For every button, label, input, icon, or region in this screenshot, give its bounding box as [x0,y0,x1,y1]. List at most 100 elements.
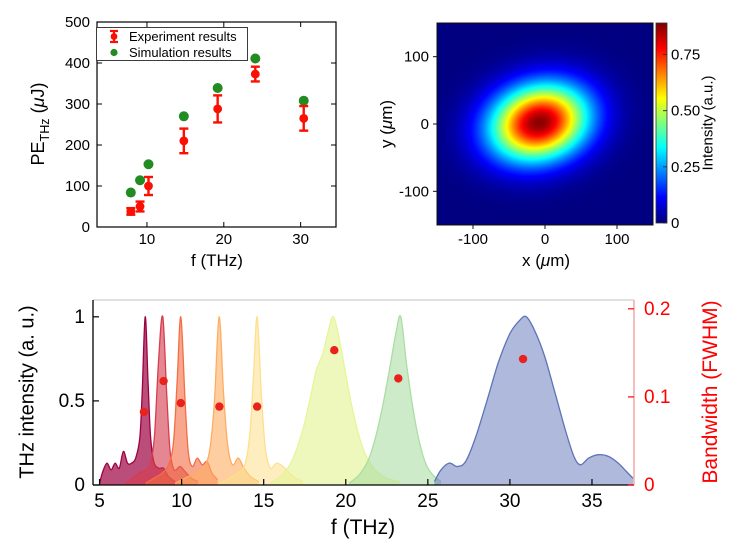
spectra-ylabel-left-text: THz intensity (a. u.) [16,305,39,479]
scatter-y-axis-label: PETHz (μJ) [28,83,52,166]
spectra-ylabel-right-text: Bandwidth (FWHM) [699,300,722,484]
spectra-right-y-tick-label: 0 [644,475,655,496]
scatter-y-tick-label: 100 [65,178,90,195]
bandwidth-data-point [394,374,403,383]
dot-marker-icon [110,48,118,56]
data-point-simulation [212,83,223,94]
scatter-x-tick-label: 10 [139,231,156,248]
spectrum-curve [348,315,442,484]
scatter-ylabel-post-unit: J) [28,82,49,98]
mu-symbol: μ [540,251,551,270]
spectra-x-tick-label: 35 [581,491,602,512]
heat-xlabel-pre: x ( [521,251,541,270]
spectra-right-y-axis-label: Bandwidth (FWHM) [699,300,723,483]
legend-entry-simulation: Simulation results [106,45,247,60]
scatter-ylabel-subscript: THz [37,118,52,142]
colorbar [656,23,667,223]
heatmap-border [436,22,654,226]
bandwidth-data-point [215,402,224,411]
data-point-simulation [250,53,261,64]
data-point-experiment [179,136,189,146]
heatmap-x-tick-label: 0 [541,231,549,248]
data-point-simulation [125,187,136,198]
spectrum-curve [145,316,219,484]
mu-symbol: μ [28,97,49,108]
heat-ylabel-pre: y ( [377,129,396,149]
heatmap-x-tick-label: 100 [604,231,629,248]
data-point-simulation [135,175,146,186]
legend-entry-experiment: Experiment results [106,29,247,44]
legend-label-experiment: Experiment results [129,28,237,44]
scatter-ylabel-main: PE [28,141,49,166]
errorbar-marker-icon [110,29,118,43]
spectra-xlabel-text: f (THz) [330,516,396,539]
colorbar-label: Intensity (a.u.) [700,75,717,170]
spectra-left-y-tick-label: 1 [74,307,85,328]
colorbar-border [655,22,668,224]
spectra-x-tick-label: 30 [499,491,520,512]
heatmap-y-tick-label: 100 [404,49,429,66]
scatter-y-tick-label: 0 [82,219,90,236]
spectra-x-tick-label: 20 [335,491,356,512]
spectrum-fill [175,316,259,485]
spectra-left-y-tick-label: 0 [74,475,85,496]
scatter-y-tick-label: 300 [65,96,90,113]
bandwidth-data-point [139,407,149,417]
scatter-y-tick-label: 500 [65,14,90,31]
spectrum-fill [270,316,400,485]
colorbar-label-text: Intensity (a.u.) [699,75,717,171]
data-point-simulation [143,159,154,170]
spectrum-fill [434,316,633,485]
scatter-axes-box [96,21,337,228]
colorbar-tick-label: 0.25 [671,159,700,176]
data-point-experiment [144,181,153,191]
scatter-ylabel-pre-unit: ( [28,107,49,119]
bandwidth-data-point [330,346,339,355]
data-point-simulation [298,95,309,106]
scatter-x-tick-label: 30 [292,231,309,248]
heatmap-y-tick-label: 0 [421,116,429,133]
spectra-left-y-tick-label: 0.5 [59,391,85,412]
spectra-right-y-tick-label: 0.2 [644,299,670,320]
spectra-right-y-tick-label: 0.1 [644,387,670,408]
mu-symbol: μ [377,119,396,130]
heatmap-y-tick-label: -100 [399,183,429,200]
spectra-x-tick-label: 15 [253,491,274,512]
spectrum-curve [433,315,634,482]
spectra-x-tick-label: 5 [94,491,105,512]
scatter-x-axis-label: f (THz) [191,251,243,271]
data-point-experiment [126,207,136,216]
data-point-experiment [250,69,260,79]
bandwidth-data-point [176,398,186,408]
heatmap-y-axis-label: y (μm) [377,100,397,148]
colorbar-tick-label: 0.50 [671,103,700,120]
scatter-y-tick-label: 400 [65,55,90,72]
scatter-legend: Experiment results Simulation results [96,27,248,61]
bandwidth-data-point [518,354,528,364]
spectra-x-tick-label: 25 [417,491,438,512]
spectra-left-y-axis-label: THz intensity (a. u.) [17,305,40,478]
heatmap-x-axis-label: x (μm) [522,251,570,271]
legend-label-simulation: Simulation results [129,44,232,60]
data-point-experiment [213,104,223,114]
bandwidth-data-point [252,402,262,411]
colorbar-tick-label: 0 [671,215,679,232]
spectrum-fill [349,315,441,485]
data-point-experiment [135,202,145,211]
data-point-simulation [178,111,189,122]
spectrum-fill [99,316,176,485]
colorbar-tick-label: 0.75 [671,46,700,63]
spectrum-curve [174,316,260,484]
spectra-x-tick-label: 10 [171,491,192,512]
spectrum-fill [125,315,198,485]
heat-ylabel-post: m) [377,99,396,120]
heatmap-x-tick-label: -100 [458,231,488,248]
spectra-x-axis-label: f (THz) [331,516,395,540]
spectrum-curve [219,316,304,484]
scatter-x-tick-label: 20 [215,231,232,248]
beam-profile-heatmap [437,23,653,225]
bandwidth-data-point [159,376,168,386]
scatter-y-tick-label: 200 [65,137,90,154]
